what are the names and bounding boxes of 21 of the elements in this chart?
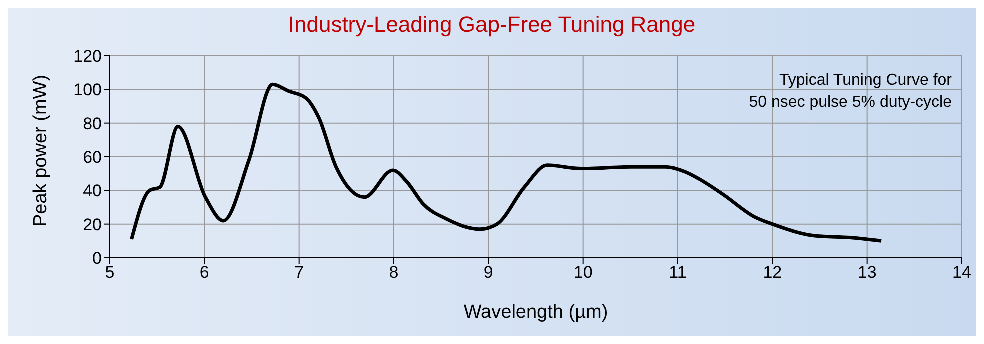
x-tick-label: 10 [574,263,593,282]
y-tick-label: 100 [74,80,102,100]
chart-title: Industry-Leading Gap-Free Tuning Range [287,12,697,38]
y-tick-label: 0 [92,249,102,268]
y-tick-label: 120 [74,47,102,66]
x-tick-label: 13 [858,263,877,282]
x-tick-label: 11 [669,263,687,282]
y-axis-title: Peak power (mW) [30,74,52,227]
x-tick-label: 6 [200,263,210,282]
x-tick-label: 5 [105,263,115,282]
x-tick-label: 14 [952,263,972,282]
y-tick-label: 80 [83,114,102,134]
x-tick-label: 7 [294,263,304,282]
y-tick-label: 40 [83,182,102,201]
y-tick-label: 20 [83,215,102,234]
x-axis-title: Wavelength (µm) [464,302,608,323]
x-tick-label: 8 [389,263,399,282]
x-tick-label: 12 [763,263,782,282]
annotation: Typical Tuning Curve for 50 nsec pulse 5% duty-cycle [749,71,952,113]
x-tick-label: 9 [484,263,494,282]
y-tick-label: 60 [83,148,102,168]
